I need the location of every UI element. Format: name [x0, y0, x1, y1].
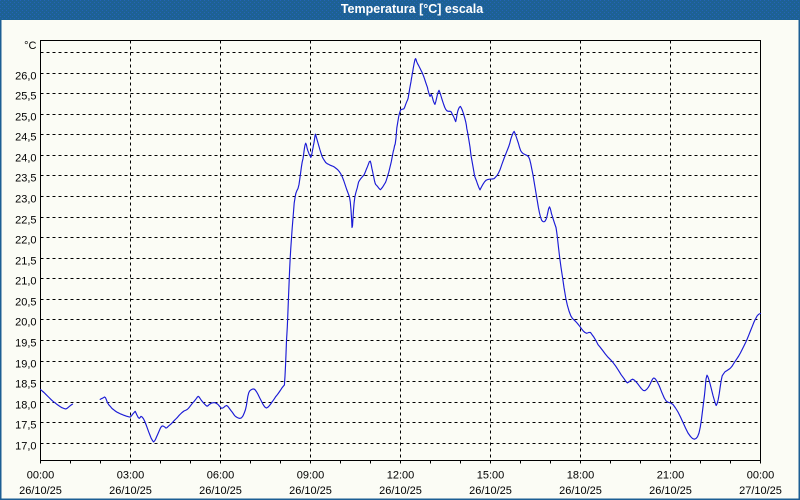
svg-text:23,0: 23,0: [15, 193, 36, 205]
svg-text:18,5: 18,5: [15, 378, 36, 390]
svg-text:00:00: 00:00: [27, 470, 55, 482]
svg-text:22,5: 22,5: [15, 214, 36, 226]
svg-text:18,0: 18,0: [15, 399, 36, 411]
svg-text:20,5: 20,5: [15, 296, 36, 308]
svg-text:26/10/25: 26/10/25: [649, 485, 692, 497]
svg-text:20,0: 20,0: [15, 316, 36, 328]
svg-text:12:00: 12:00: [387, 470, 415, 482]
svg-text:17,0: 17,0: [15, 440, 36, 452]
svg-text:26/10/25: 26/10/25: [199, 485, 242, 497]
svg-text:23,5: 23,5: [15, 172, 36, 184]
svg-text:26,0: 26,0: [15, 70, 36, 82]
svg-text:25,5: 25,5: [15, 90, 36, 102]
svg-text:06:00: 06:00: [207, 470, 235, 482]
svg-text:26/10/25: 26/10/25: [109, 485, 152, 497]
svg-text:09:00: 09:00: [297, 470, 325, 482]
svg-text:°C: °C: [24, 40, 36, 52]
svg-text:21,0: 21,0: [15, 275, 36, 287]
svg-text:19,0: 19,0: [15, 358, 36, 370]
svg-text:25,0: 25,0: [15, 111, 36, 123]
svg-text:24,5: 24,5: [15, 131, 36, 143]
svg-text:27/10/25: 27/10/25: [739, 485, 782, 497]
svg-text:26/10/25: 26/10/25: [379, 485, 422, 497]
svg-text:19,5: 19,5: [15, 337, 36, 349]
svg-text:00:00: 00:00: [747, 470, 775, 482]
svg-text:26/10/25: 26/10/25: [559, 485, 602, 497]
svg-text:24,0: 24,0: [15, 152, 36, 164]
svg-text:17,5: 17,5: [15, 419, 36, 431]
svg-text:21:00: 21:00: [657, 470, 685, 482]
svg-text:18:00: 18:00: [567, 470, 595, 482]
svg-text:26/10/25: 26/10/25: [289, 485, 332, 497]
svg-text:Temperatura [°C] escala: Temperatura [°C] escala: [341, 2, 484, 16]
svg-text:26/10/25: 26/10/25: [469, 485, 512, 497]
svg-text:15:00: 15:00: [477, 470, 505, 482]
svg-text:26/10/25: 26/10/25: [19, 485, 62, 497]
svg-text:03:00: 03:00: [117, 470, 145, 482]
svg-text:21,5: 21,5: [15, 255, 36, 267]
svg-text:22,0: 22,0: [15, 234, 36, 246]
